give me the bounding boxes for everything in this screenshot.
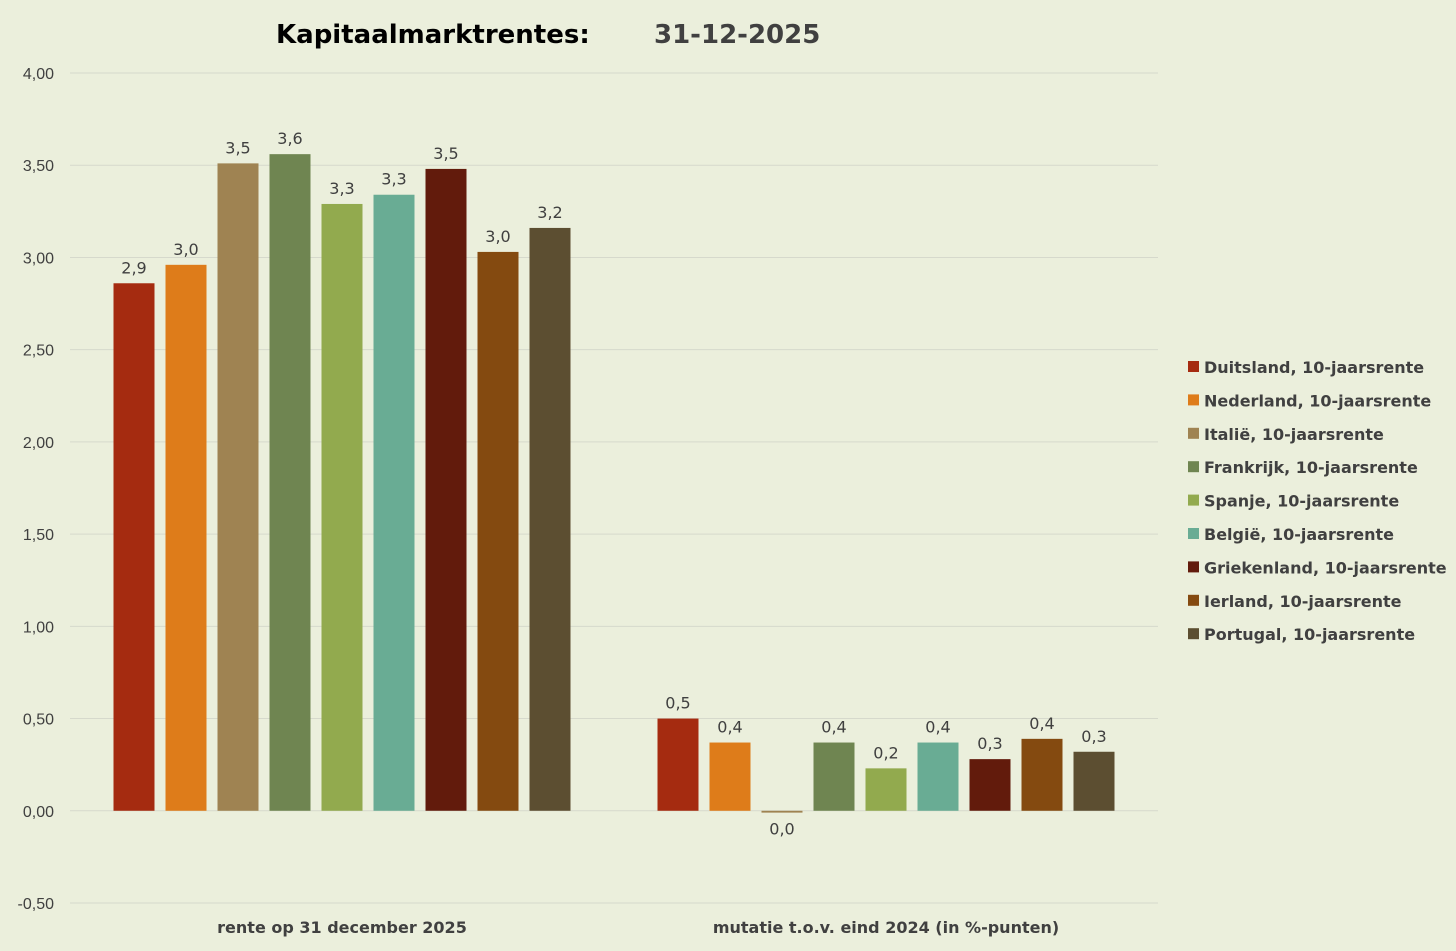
legend-swatch (1188, 494, 1199, 506)
y-tick-label: 1,50 (23, 527, 54, 544)
y-tick-label: 4,00 (23, 66, 54, 83)
data-label: 3,6 (277, 129, 302, 148)
bar (917, 742, 959, 811)
data-label: 0,4 (821, 718, 846, 737)
legend-label: België, 10-jaarsrente (1204, 525, 1394, 544)
bar (373, 194, 415, 811)
legend-label: Spanje, 10-jaarsrente (1204, 492, 1399, 511)
chart-date: 31-12-2025 (654, 20, 820, 50)
bar (813, 742, 855, 811)
legend-swatch (1188, 394, 1199, 406)
legend-label: Ierland, 10-jaarsrente (1204, 592, 1402, 611)
y-tick-label: -0,50 (18, 896, 55, 913)
bar (709, 742, 751, 811)
legend-label: Italië, 10-jaarsrente (1204, 425, 1384, 444)
bar (529, 227, 571, 811)
chart-title: Kapitaalmarktrentes: (276, 20, 590, 50)
data-label: 3,3 (329, 179, 354, 198)
data-label: 0,0 (769, 820, 794, 839)
data-label: 0,4 (1029, 714, 1054, 733)
y-tick-label: 0,50 (23, 712, 54, 729)
data-label: 3,5 (225, 138, 250, 157)
bar (321, 203, 363, 811)
bar (761, 810, 803, 813)
data-label: 3,3 (381, 170, 406, 189)
data-label: 0,5 (665, 694, 690, 713)
y-tick-label: 0,00 (23, 804, 54, 821)
legend-label: Frankrijk, 10-jaarsrente (1204, 458, 1418, 477)
legend-swatch (1188, 528, 1199, 539)
y-tick-label: 3,50 (23, 158, 54, 175)
bar (269, 154, 311, 811)
data-label: 3,5 (433, 144, 458, 163)
y-tick-label: 2,00 (23, 435, 54, 452)
data-label: 0,3 (977, 734, 1002, 753)
y-tick-label: 1,00 (23, 619, 54, 636)
data-label: 0,4 (925, 718, 950, 737)
data-label: 0,4 (717, 718, 742, 737)
x-axis: rente op 31 december 2025 mutatie t.o.v. … (217, 918, 1059, 937)
data-label: 3,2 (537, 203, 562, 222)
bar (657, 718, 699, 811)
y-axis: -0,50 0,00 0,50 1,00 1,50 2,00 2,50 3,00 3,50 4,0… (18, 66, 55, 913)
legend-swatch (1188, 461, 1199, 473)
legend-swatch (1188, 628, 1199, 640)
bars (113, 154, 1115, 813)
legend-label: Duitsland, 10-jaarsrente (1204, 358, 1424, 377)
bar (425, 168, 467, 811)
legend-label: Nederland, 10-jaarsrente (1204, 391, 1431, 410)
legend: Duitsland, 10-jaarsrente Nederland, 10-ja… (1188, 358, 1447, 644)
bar (865, 768, 907, 811)
legend-swatch (1188, 594, 1199, 606)
bar (1021, 738, 1063, 811)
y-tick-label: 3,00 (23, 250, 54, 267)
legend-label: Portugal, 10-jaarsrente (1204, 625, 1415, 644)
bar (1073, 751, 1115, 811)
data-label: 0,2 (873, 743, 898, 762)
data-labels: 2,9 3,0 3,5 3,6 3,3 3,3 3,5 3,0 3,2 0,5 0,4 0,0 0,4 0… (121, 129, 1106, 838)
legend-swatch (1188, 561, 1199, 573)
data-label: 2,9 (121, 258, 146, 277)
category-label: mutatie t.o.v. eind 2024 (in %-punten) (713, 918, 1059, 937)
bar (113, 283, 155, 811)
legend-label: Griekenland, 10-jaarsrente (1204, 558, 1447, 577)
legend-swatch (1188, 361, 1199, 372)
bar (165, 264, 207, 811)
legend-swatch (1188, 427, 1199, 439)
data-label: 0,3 (1081, 727, 1106, 746)
data-label: 3,0 (485, 227, 510, 246)
bar (969, 759, 1011, 811)
data-label: 3,0 (173, 240, 198, 259)
y-tick-label: 2,50 (23, 343, 54, 360)
category-label: rente op 31 december 2025 (217, 918, 467, 937)
bar (477, 251, 519, 811)
bar (217, 163, 259, 811)
